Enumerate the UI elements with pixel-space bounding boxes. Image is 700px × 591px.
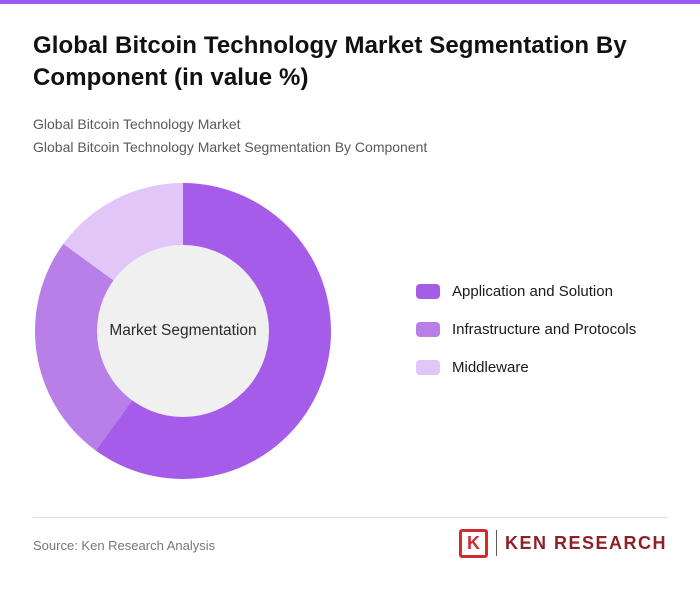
footer-divider <box>33 517 667 518</box>
top-accent-bar <box>0 0 700 4</box>
subtitle-line-2: Global Bitcoin Technology Market Segment… <box>33 139 428 156</box>
subtitle-line-1: Global Bitcoin Technology Market <box>33 116 241 132</box>
donut-center: Market Segmentation <box>97 245 269 417</box>
source-text: Source: Ken Research Analysis <box>33 538 216 553</box>
legend-item-infrastructure: Infrastructure and Protocols <box>416 321 637 338</box>
legend-item-application: Application and Solution <box>416 283 636 300</box>
legend-swatch <box>416 322 440 337</box>
logo-k-emblem-icon: K <box>458 528 488 558</box>
chart-subtitles: Global Bitcoin Technology Market Global … <box>33 113 663 159</box>
logo-text: Ken Research <box>504 532 667 553</box>
legend-swatch <box>416 360 440 375</box>
chart-legend: Application and Solution Infrastructure … <box>416 283 637 398</box>
ken-research-logo: K Ken Research <box>458 527 667 559</box>
donut-center-label: Market Segmentation <box>109 322 257 339</box>
legend-label: Middleware <box>452 359 529 376</box>
donut-chart: Market Segmentation <box>35 183 331 479</box>
chart-title: Global Bitcoin Technology Market Segment… <box>33 32 627 91</box>
legend-label: Application and Solution <box>452 283 613 300</box>
legend-label: Infrastructure and Protocols <box>452 321 637 338</box>
logo-separator <box>495 530 497 556</box>
legend-swatch <box>416 284 440 299</box>
legend-item-middleware: Middleware <box>416 359 636 376</box>
